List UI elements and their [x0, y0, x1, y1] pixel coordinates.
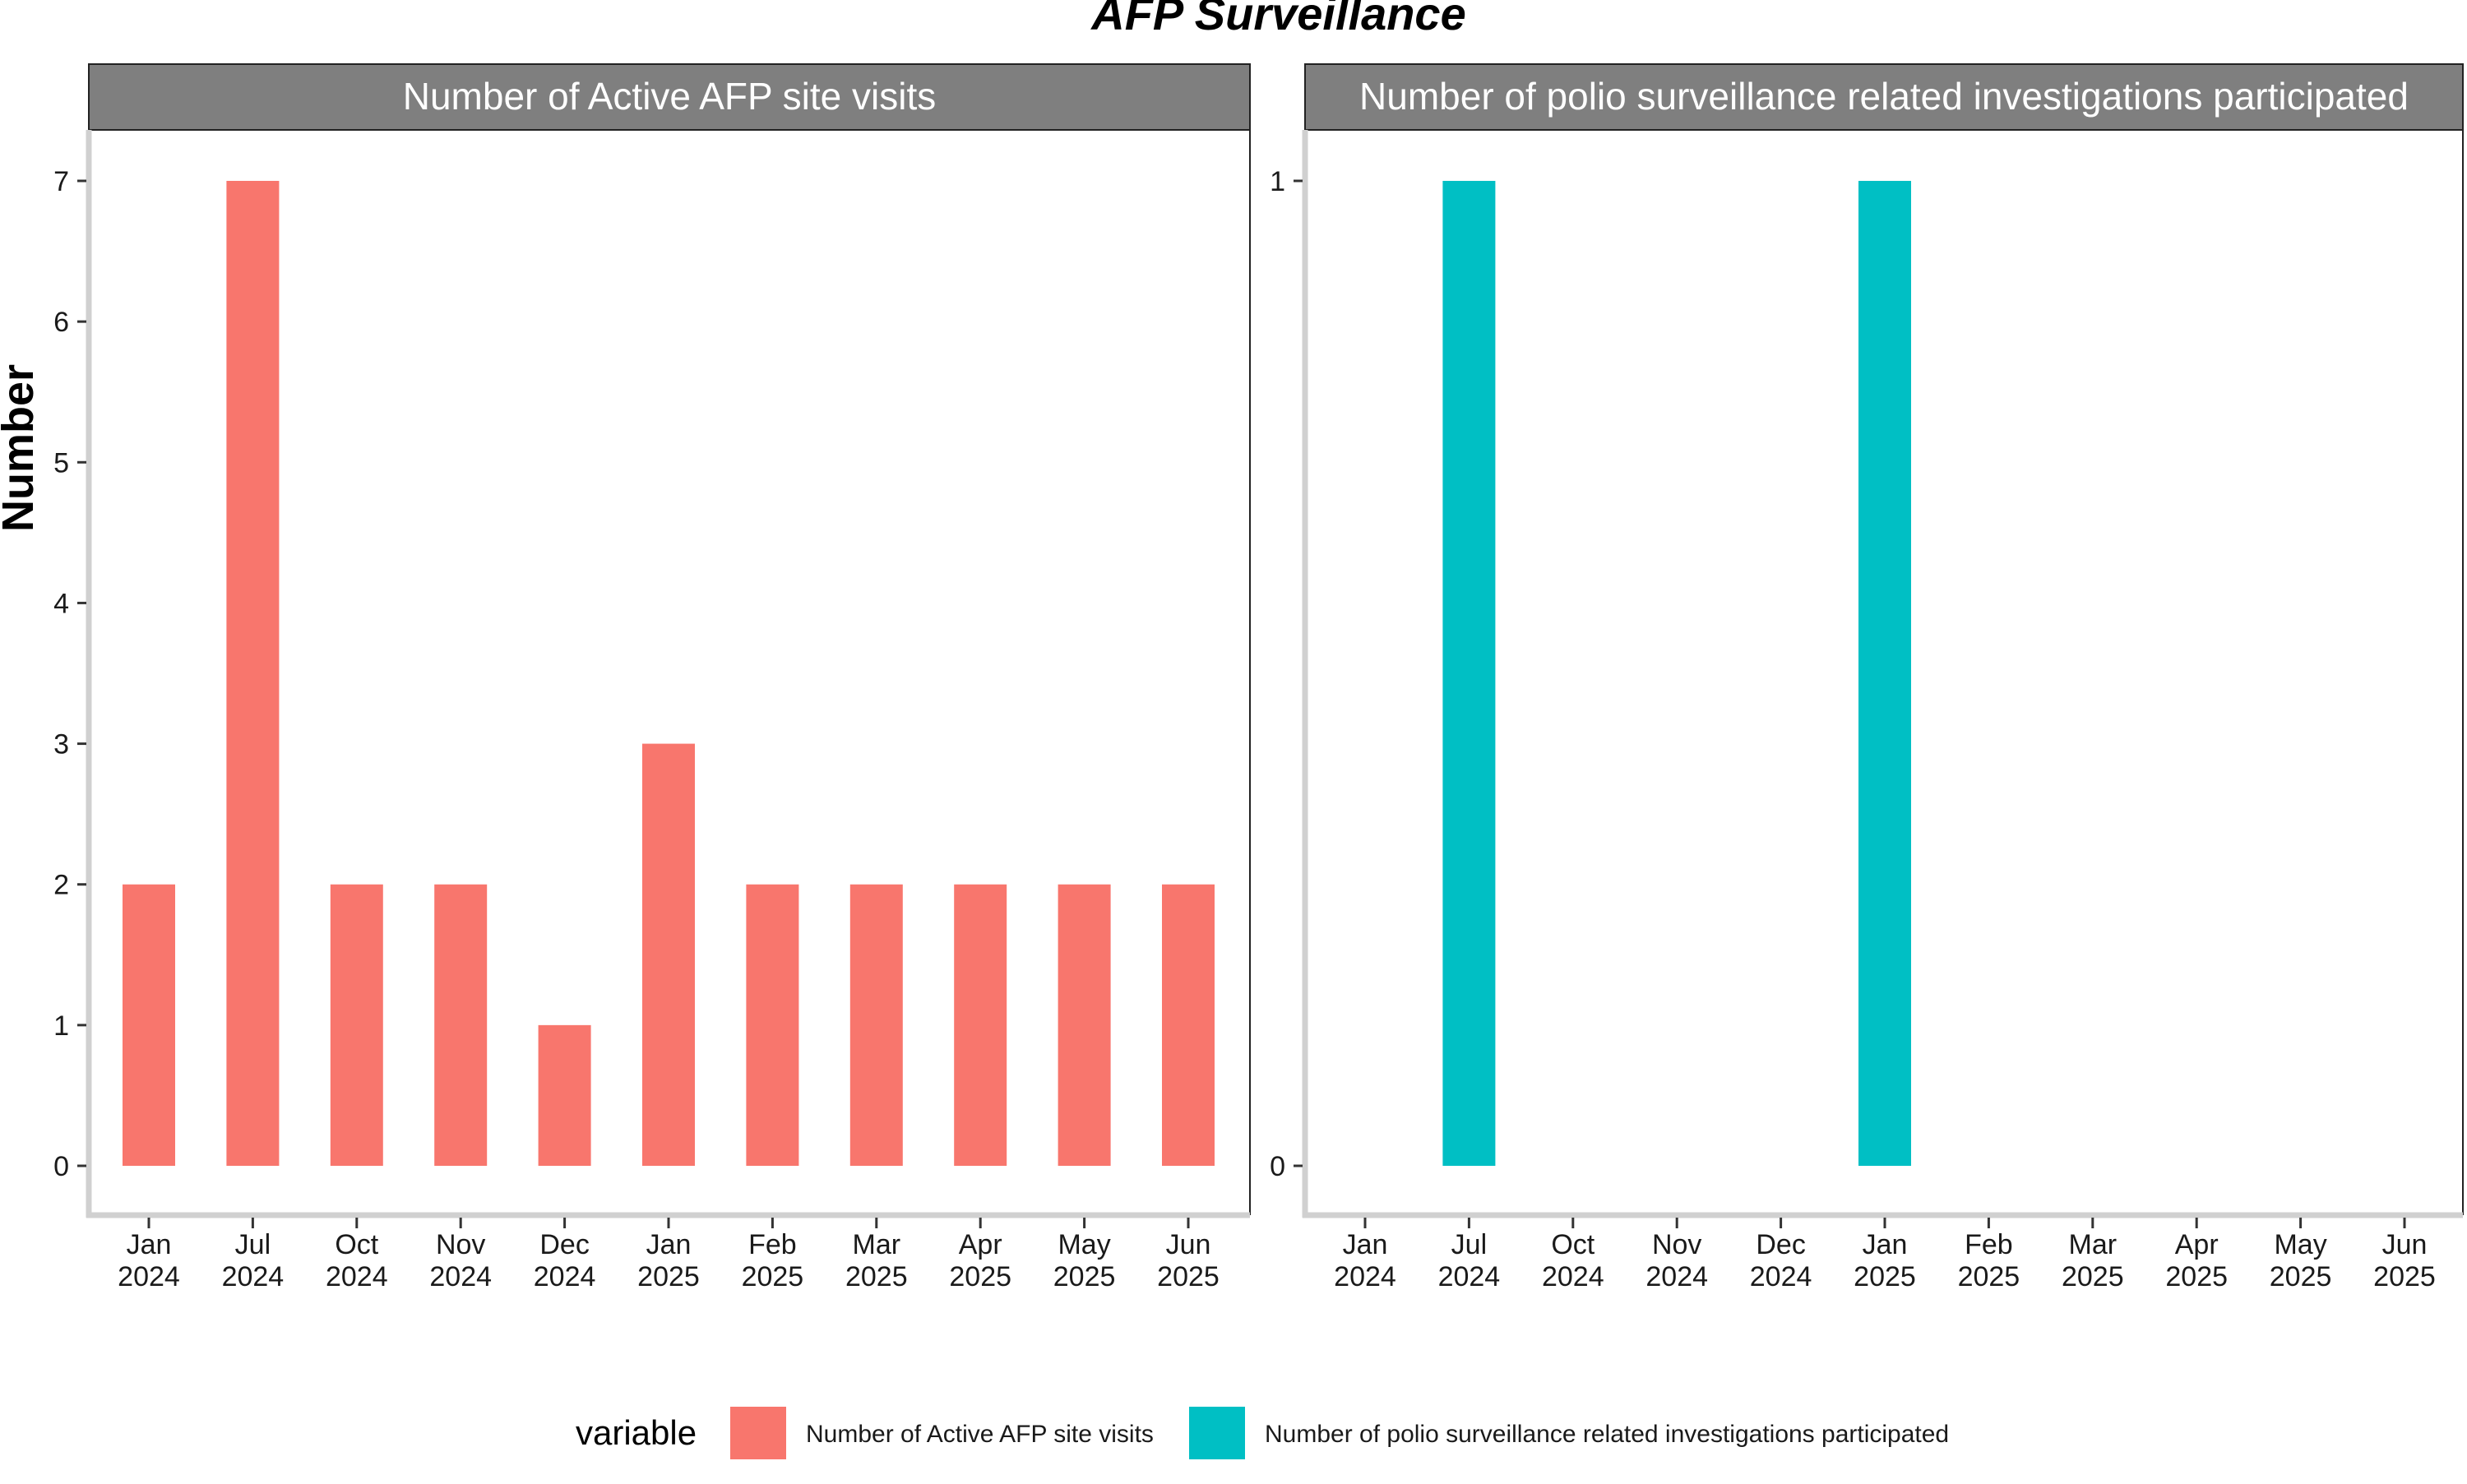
y-tick-label: 1: [53, 1010, 69, 1042]
y-tick-label: 0: [53, 1151, 69, 1182]
chart-title: AFP Surveillance: [1090, 0, 1465, 39]
bar: [746, 884, 799, 1166]
x-tick-label-month: Dec: [1756, 1229, 1805, 1260]
x-tick-label-year: 2024: [1438, 1261, 1501, 1292]
y-tick-label: 4: [53, 588, 69, 619]
x-tick-label-year: 2024: [534, 1261, 596, 1292]
bar: [538, 1024, 591, 1166]
x-tick-label-month: Apr: [959, 1229, 1002, 1260]
bar: [123, 884, 175, 1166]
bar: [226, 181, 280, 1166]
x-tick-label-year: 2024: [1750, 1261, 1812, 1292]
bar: [1858, 181, 1911, 1166]
legend-key: [1189, 1407, 1245, 1459]
x-tick-label-month: May: [2274, 1229, 2326, 1260]
bar: [330, 884, 383, 1166]
y-axis-label: Number: [0, 364, 43, 532]
x-tick-label-month: May: [1058, 1229, 1110, 1260]
x-tick-label-year: 2025: [2270, 1261, 2332, 1292]
x-tick-label-year: 2025: [2165, 1261, 2228, 1292]
x-tick-label-month: Dec: [539, 1229, 589, 1260]
bar: [1058, 884, 1111, 1166]
x-tick-label-year: 2024: [429, 1261, 492, 1292]
bar: [434, 884, 488, 1166]
legend-label: Number of polio surveillance related inv…: [1265, 1421, 1949, 1448]
x-tick-label-month: Jan: [1343, 1229, 1388, 1260]
x-tick-label-year: 2025: [1053, 1261, 1116, 1292]
x-tick-label-year: 2024: [222, 1261, 285, 1292]
bar: [642, 743, 695, 1166]
x-tick-label-year: 2024: [326, 1261, 388, 1292]
y-tick-label: 1: [1270, 166, 1285, 197]
x-tick-label-year: 2025: [845, 1261, 908, 1292]
legend-label: Number of Active AFP site visits: [806, 1421, 1154, 1448]
x-tick-label-month: Jan: [127, 1229, 172, 1260]
y-tick-label: 2: [53, 870, 69, 901]
x-tick-label-month: Jan: [1863, 1229, 1908, 1260]
y-tick-label: 5: [53, 447, 69, 478]
legend-key: [730, 1407, 786, 1459]
facet-strip: [1304, 63, 2464, 131]
x-tick-label-year: 2025: [742, 1261, 804, 1292]
facet-panel: Number of Active AFP site visits 0 1 2 3 4 5 6 7…: [53, 63, 1251, 1292]
x-tick-label-month: Jul: [1451, 1229, 1487, 1260]
facet-panel: Number of polio surveillance related inv…: [1270, 63, 2464, 1292]
x-tick-label-year: 2024: [1334, 1261, 1396, 1292]
bar: [1162, 884, 1215, 1166]
x-tick-label-year: 2024: [1645, 1261, 1708, 1292]
facets-layer: Number of Active AFP site visits 0 1 2 3 4 5 6 7…: [53, 63, 2464, 1292]
x-tick-label-year: 2025: [1157, 1261, 1220, 1292]
x-tick-label-year: 2025: [2373, 1261, 2436, 1292]
x-tick-label-month: Mar: [853, 1229, 901, 1260]
x-tick-label-year: 2025: [1958, 1261, 2020, 1292]
x-tick-label-month: Jan: [646, 1229, 692, 1260]
x-tick-label-month: Nov: [436, 1229, 485, 1260]
x-tick-label-month: Mar: [2069, 1229, 2118, 1260]
x-tick-label-month: Nov: [1652, 1229, 1701, 1260]
facet-strip-label: Number of Active AFP site visits: [403, 75, 937, 118]
y-tick-label: 6: [53, 307, 69, 338]
bar: [1442, 181, 1496, 1166]
x-tick-label-month: Jun: [1166, 1229, 1211, 1260]
y-tick-label: 0: [1270, 1151, 1285, 1182]
x-tick-label-month: Feb: [1965, 1229, 2013, 1260]
y-tick-label: 3: [53, 729, 69, 760]
x-tick-label-year: 2024: [1542, 1261, 1604, 1292]
x-tick-label-year: 2025: [637, 1261, 700, 1292]
facet-strip-label: Number of polio surveillance related inv…: [1359, 75, 2409, 118]
x-tick-label-month: Jul: [235, 1229, 271, 1260]
bar: [849, 884, 903, 1166]
x-tick-label-year: 2025: [949, 1261, 1011, 1292]
x-tick-label-year: 2024: [118, 1261, 180, 1292]
bar: [954, 884, 1007, 1166]
legend-title: variable: [576, 1413, 697, 1452]
y-tick-label: 7: [53, 166, 69, 197]
x-tick-label-month: Oct: [1551, 1229, 1595, 1260]
x-tick-label-year: 2025: [1854, 1261, 1916, 1292]
x-tick-label-month: Feb: [748, 1229, 797, 1260]
x-tick-label-year: 2025: [2062, 1261, 2124, 1292]
x-tick-label-month: Jun: [2382, 1229, 2428, 1260]
facet-strip: [88, 63, 1251, 131]
x-tick-label-month: Oct: [335, 1229, 378, 1260]
x-tick-label-month: Apr: [2175, 1229, 2219, 1260]
legend: variable Number of Active AFP site visits…: [576, 1407, 1949, 1459]
